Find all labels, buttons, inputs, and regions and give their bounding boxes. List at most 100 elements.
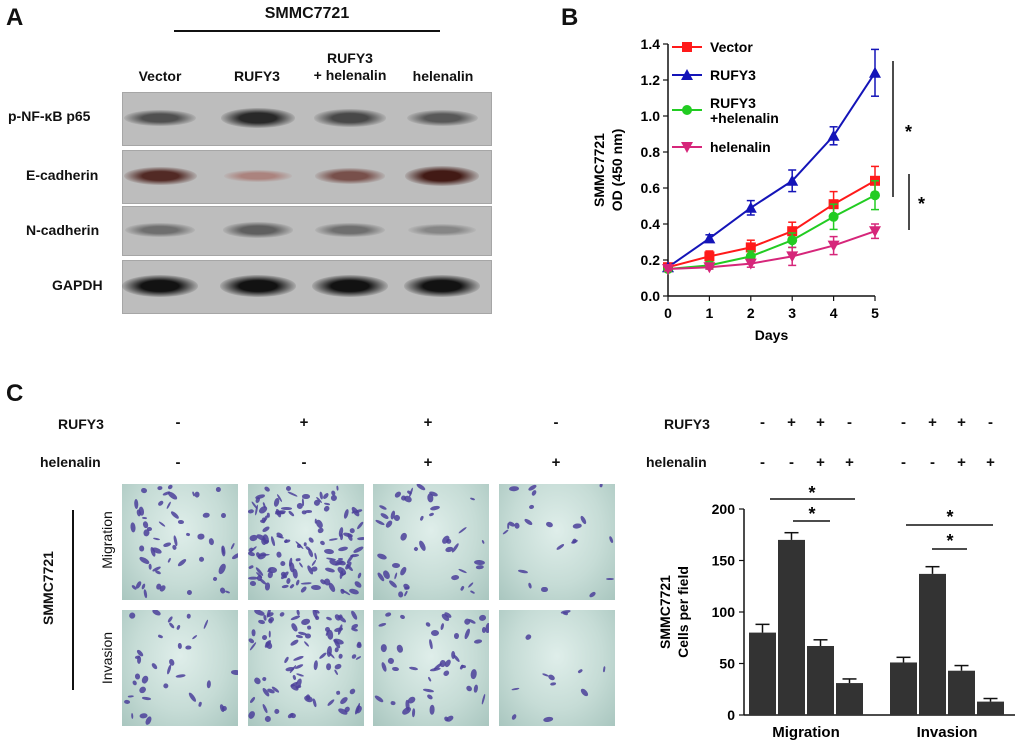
blot-row-label-ecadherin: E-cadherin <box>26 167 99 183</box>
series-line <box>667 230 876 270</box>
y-axis-label: OD (450 nm) <box>609 129 625 211</box>
stained-cell <box>310 584 321 590</box>
stained-cell <box>262 485 271 493</box>
stained-cell <box>278 611 286 618</box>
stained-cell <box>459 585 465 591</box>
stained-cell <box>141 674 150 685</box>
stained-cell <box>124 699 131 705</box>
sign-helenalin-lane2: - <box>301 454 307 471</box>
significance-star: * <box>918 194 925 214</box>
stained-cell <box>481 693 487 705</box>
stained-cell <box>255 494 266 501</box>
stained-cell <box>253 610 265 617</box>
stained-cell <box>391 667 400 672</box>
panel-c-letter: C <box>6 380 24 407</box>
stained-cell <box>347 687 356 696</box>
stained-cell <box>296 503 303 510</box>
stained-cell <box>284 539 292 545</box>
legend-label: Vector <box>710 39 753 55</box>
stained-cell <box>161 681 170 690</box>
blot-band <box>405 166 479 186</box>
bar-treatment-sign: + <box>928 414 937 431</box>
stained-cell <box>353 580 364 590</box>
blot-band <box>221 108 295 128</box>
sign-helenalin-lane1: - <box>175 454 181 471</box>
stained-cell <box>390 700 396 706</box>
stained-cell <box>408 665 419 671</box>
stained-cell <box>599 484 604 488</box>
x-tick-label: 3 <box>788 305 796 321</box>
data-point <box>827 240 840 252</box>
stained-cell <box>579 687 590 698</box>
stained-cell <box>398 614 406 621</box>
stained-cell <box>385 519 394 530</box>
stained-cell <box>403 590 408 597</box>
series-3 <box>662 223 881 275</box>
blot-band <box>404 275 480 297</box>
stained-cell <box>307 536 315 544</box>
stained-cell <box>165 664 172 676</box>
legend-label: RUFY3 <box>710 95 756 111</box>
stained-cell <box>280 506 292 510</box>
stained-cell <box>167 557 172 563</box>
stained-cell <box>131 679 138 687</box>
stained-cell <box>170 510 181 520</box>
data-point <box>869 66 881 78</box>
y-tick-label: 0.0 <box>641 288 661 304</box>
stained-cell <box>176 624 181 631</box>
image-grid-cell-line-label: SMMC7721 <box>40 551 56 625</box>
legend-item-0: Vector <box>672 39 753 55</box>
stained-cell <box>469 589 475 594</box>
stained-cell <box>127 611 137 621</box>
blot-band <box>125 222 195 238</box>
stained-cell <box>408 487 414 498</box>
stained-cell <box>157 499 165 507</box>
stained-cell <box>248 508 255 514</box>
significance-star: * <box>808 504 815 524</box>
stained-cell <box>380 661 388 673</box>
stained-cell <box>264 714 273 723</box>
stained-cell <box>138 505 145 516</box>
stained-cell <box>314 518 317 524</box>
stained-cell <box>264 540 270 544</box>
data-point <box>828 211 839 222</box>
blot-row-label-p65: p-NF-κB p65 <box>8 108 91 124</box>
stained-cell <box>292 655 304 662</box>
stained-cell <box>176 558 187 568</box>
stained-cell <box>356 571 362 579</box>
stained-cell <box>541 586 548 593</box>
stained-cell <box>547 673 557 682</box>
stained-cell <box>150 661 159 670</box>
stained-cell <box>137 684 148 695</box>
stained-cell <box>336 690 341 696</box>
stained-cell <box>178 642 183 650</box>
transwell-image <box>373 610 489 726</box>
lane-label-vector: Vector <box>138 68 182 84</box>
stained-cell <box>177 520 184 525</box>
stained-cell <box>260 676 267 682</box>
stained-cell <box>396 644 405 654</box>
stained-cell <box>163 542 173 549</box>
stained-cell <box>602 665 606 673</box>
stained-cell <box>275 550 283 558</box>
data-point <box>662 264 674 275</box>
series-line <box>667 194 876 270</box>
data-point <box>786 174 799 186</box>
legend-item-3: helenalin <box>672 139 771 155</box>
bar-treatment-sign: - <box>760 454 765 471</box>
series-0 <box>663 165 880 273</box>
y-tick-label: 200 <box>712 501 736 517</box>
stained-cell <box>131 713 134 720</box>
stained-cell <box>295 579 300 586</box>
stained-cell <box>219 587 226 594</box>
stained-cell <box>323 548 334 556</box>
bar <box>890 662 917 715</box>
stained-cell <box>450 574 459 581</box>
stained-cell <box>148 563 153 570</box>
stained-cell <box>272 707 280 716</box>
stained-cell <box>528 582 533 589</box>
stained-cell <box>134 673 141 681</box>
stained-cell <box>285 484 293 493</box>
y-axis-label: Cells per field <box>675 566 691 658</box>
stained-cell <box>338 695 349 706</box>
